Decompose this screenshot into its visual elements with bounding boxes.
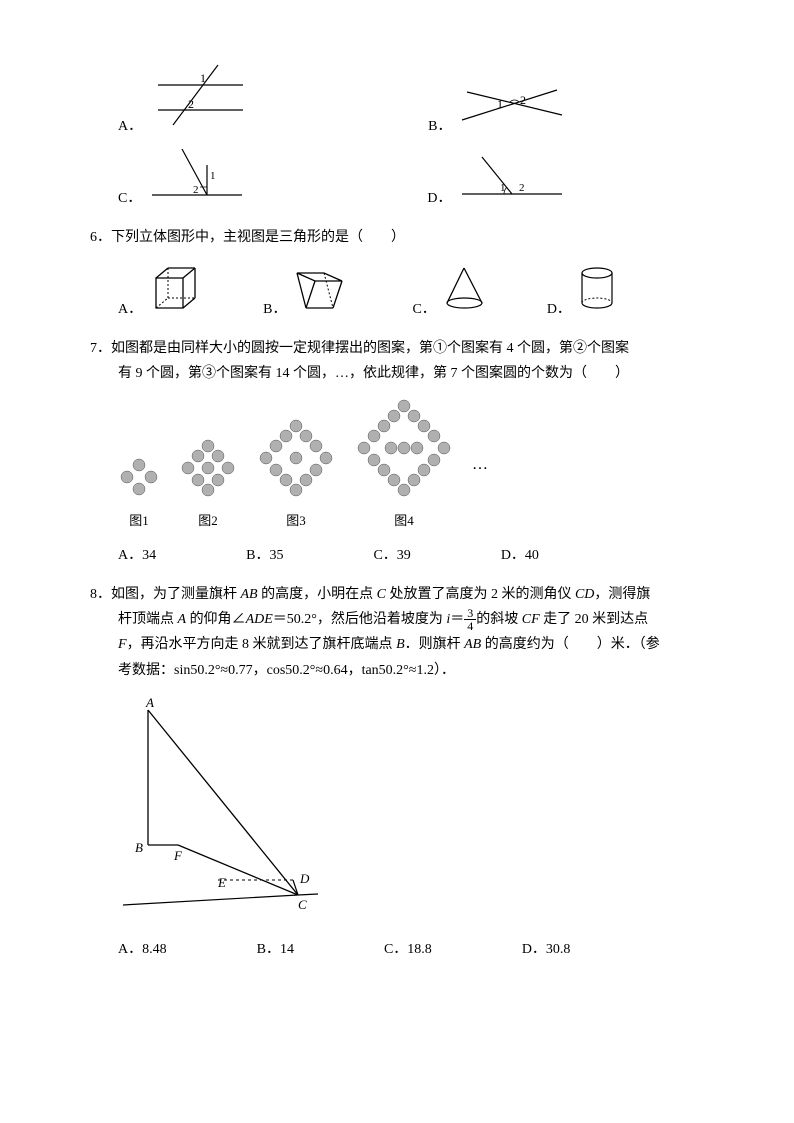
q8-option-D: D．30.8 bbox=[522, 937, 571, 962]
cylinder-icon bbox=[577, 263, 617, 322]
option-label: A． bbox=[118, 114, 142, 139]
q7-number: 7． bbox=[90, 341, 111, 356]
q8-t3: 处放置了高度为 2 米的测角仪 bbox=[386, 587, 575, 602]
q8-t10: ，再沿水平方向走 8 米就到达了旗杆底端点 bbox=[127, 637, 397, 652]
q5-figure-D: 1 2 bbox=[457, 152, 567, 211]
q5-options-row1: A． 1 2 B． 1 2 bbox=[118, 60, 704, 139]
cube-icon bbox=[148, 263, 203, 322]
q6-text: 下列立体图形中，主视图是三角形的是（ ） bbox=[111, 230, 405, 245]
label-D: D bbox=[299, 871, 310, 886]
question-6: 6．下列立体图形中，主视图是三角形的是（ ） bbox=[90, 225, 704, 250]
pattern-label: 图4 bbox=[354, 509, 454, 532]
pattern-2: 图2 bbox=[178, 438, 238, 533]
pattern-ellipsis: … bbox=[472, 451, 488, 480]
svg-text:2: 2 bbox=[193, 184, 199, 196]
q8-ab2: AB bbox=[464, 637, 481, 652]
q5-option-B: B． 1 2 bbox=[428, 80, 567, 139]
question-8: 8．如图，为了测量旗杆 AB 的高度，小明在点 C 处放置了高度为 2 米的测角… bbox=[90, 582, 704, 683]
q8-t7: ＝50.2°，然后他沿着坡度为 bbox=[273, 612, 447, 627]
label-B: B bbox=[135, 840, 143, 855]
q8-t1: 如图，为了测量旗杆 bbox=[111, 587, 241, 602]
question-7: 7．如图都是由同样大小的圆按一定规律摆出的图案，第①个图案有 4 个圆，第②个图… bbox=[90, 336, 704, 386]
q7-option-D: D．40 bbox=[501, 543, 539, 568]
pattern-label: 图2 bbox=[178, 509, 238, 532]
option-label: B． bbox=[428, 114, 451, 139]
svg-text:1: 1 bbox=[200, 71, 206, 85]
option-label: A． bbox=[118, 297, 142, 322]
q5-figure-C: 1 2 bbox=[147, 147, 247, 211]
prism-icon bbox=[292, 263, 352, 322]
q8-t4: ，测得旗 bbox=[594, 587, 650, 602]
option-label: C． bbox=[118, 186, 141, 211]
q8-B: B bbox=[396, 637, 405, 652]
q6-option-B: B． bbox=[263, 263, 352, 322]
pattern-label: 图1 bbox=[118, 509, 160, 532]
q6-option-A: A． bbox=[118, 263, 203, 322]
q5-option-A: A． 1 2 bbox=[118, 60, 248, 139]
q8-ade: ADE bbox=[246, 612, 273, 627]
label-A: A bbox=[145, 695, 154, 710]
q8-options: A．8.48 B．14 C．18.8 D．30.8 bbox=[118, 937, 704, 962]
q5-option-C: C． 1 2 bbox=[118, 147, 247, 211]
pattern-label: 图3 bbox=[256, 509, 336, 532]
q8-number: 8． bbox=[90, 587, 111, 602]
svg-text:2: 2 bbox=[520, 93, 526, 107]
q8-t2: 的高度，小明在点 bbox=[258, 587, 377, 602]
q8-t12: 的高度约为（ ）米．（参 bbox=[481, 637, 660, 652]
fraction: 34 bbox=[464, 607, 476, 632]
svg-text:2: 2 bbox=[188, 97, 194, 111]
q6-option-D: D． bbox=[547, 263, 617, 322]
q8-figure: A B F E D C bbox=[118, 695, 704, 929]
q7-option-A: A．34 bbox=[118, 543, 156, 568]
pattern-3: 图3 bbox=[256, 418, 336, 533]
q5-figure-B: 1 2 bbox=[457, 80, 567, 139]
q6-options: A． B． bbox=[118, 263, 704, 322]
option-label: C． bbox=[412, 297, 435, 322]
label-F: F bbox=[173, 848, 183, 863]
q7-patterns: 图1 图2 图3 bbox=[118, 398, 704, 533]
q8-option-A: A．8.48 bbox=[118, 937, 167, 962]
q8-ab1: AB bbox=[241, 587, 258, 602]
pattern-4: 图4 bbox=[354, 398, 454, 533]
q8-t11: ．则旗杆 bbox=[405, 637, 465, 652]
svg-text:1: 1 bbox=[210, 170, 216, 182]
q8-t6: 的仰角∠ bbox=[186, 612, 246, 627]
q8-t5: 杆顶端点 bbox=[118, 612, 178, 627]
q7-option-B: B．35 bbox=[246, 543, 283, 568]
q8-option-B: B．14 bbox=[257, 937, 294, 962]
pattern-1: 图1 bbox=[118, 456, 160, 533]
cone-icon bbox=[442, 263, 487, 322]
q5-figure-A: 1 2 bbox=[148, 60, 248, 139]
svg-text:1: 1 bbox=[500, 182, 506, 194]
q8-t9: 走了 20 米到达点 bbox=[540, 612, 649, 627]
q6-option-C: C． bbox=[412, 263, 486, 322]
q7-line1: 如图都是由同样大小的圆按一定规律摆出的图案，第①个图案有 4 个圆，第②个图案 bbox=[111, 341, 629, 356]
q8-t8: 的斜坡 bbox=[476, 612, 522, 627]
q7-line2: 有 9 个圆，第③个图案有 14 个圆，…，依此规律，第 7 个图案圆的个数为（… bbox=[118, 361, 704, 386]
frac-den: 4 bbox=[464, 620, 476, 632]
q8-A: A bbox=[178, 612, 187, 627]
q8-option-C: C．18.8 bbox=[384, 937, 432, 962]
q8-eq: ＝ bbox=[450, 612, 464, 627]
label-E: E bbox=[217, 875, 226, 890]
q8-line4: 考数据：sin50.2°≈0.77，cos50.2°≈0.64，tan50.2°… bbox=[118, 658, 704, 683]
svg-text:2: 2 bbox=[519, 182, 525, 194]
q8-c: C bbox=[377, 587, 386, 602]
option-label: D． bbox=[427, 186, 451, 211]
svg-text:1: 1 bbox=[497, 97, 503, 111]
q8-F: F bbox=[118, 637, 127, 652]
option-label: B． bbox=[263, 297, 286, 322]
option-label: D． bbox=[547, 297, 571, 322]
q7-option-C: C．39 bbox=[373, 543, 410, 568]
label-C: C bbox=[298, 897, 307, 912]
q6-number: 6． bbox=[90, 230, 111, 245]
q8-cd: CD bbox=[575, 587, 594, 602]
q5-option-D: D． 1 2 bbox=[427, 152, 567, 211]
q5-options-row2: C． 1 2 D． 1 2 bbox=[118, 147, 704, 211]
q7-options: A．34 B．35 C．39 D．40 bbox=[118, 543, 704, 568]
q8-cf: CF bbox=[522, 612, 540, 627]
